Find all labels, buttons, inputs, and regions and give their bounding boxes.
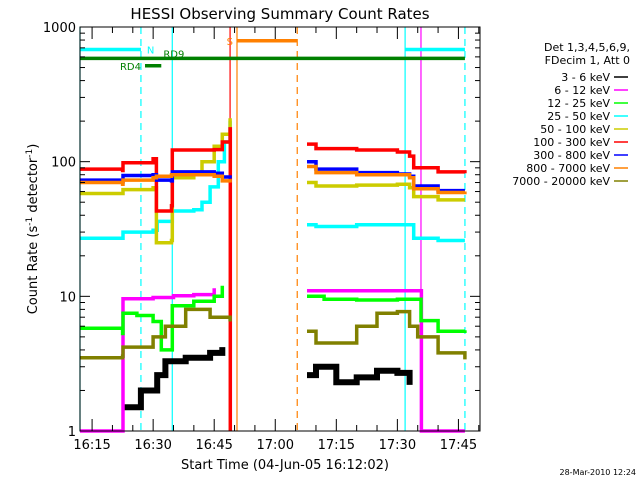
flag-label-s: S xyxy=(227,37,233,48)
flag-label-rd9: RD9 xyxy=(163,49,184,60)
legend-header-1: FDecim 1, Att 0 xyxy=(545,54,630,67)
y-axis-label: Count Rate (s-1 detector-1) xyxy=(25,144,41,315)
series-line-3 xyxy=(80,121,465,243)
x-tick-label-3: 17:00 xyxy=(257,438,294,453)
legend-header-0: Det 1,3,4,5,6,9, xyxy=(544,41,630,54)
plot-frame xyxy=(79,26,481,432)
series-line-0 xyxy=(122,347,413,411)
series-layer xyxy=(80,118,467,433)
x-axis: 16:15 16:30 16:45 17:00 17:15 17:30 17:45 xyxy=(73,27,480,453)
x-tick-label-0: 16:15 xyxy=(73,438,110,453)
x-tick-label-1: 16:30 xyxy=(134,438,171,453)
annotations: N S RD4 RD9 xyxy=(79,27,466,431)
x-tick-label-4: 17:15 xyxy=(318,438,355,453)
legend-label-1: 6 - 12 keV xyxy=(554,84,610,97)
series-line-7 xyxy=(80,164,467,195)
footer-timestamp: 28-Mar-2010 12:24 xyxy=(560,468,637,477)
y-axis: 1 10 100 1000 xyxy=(43,21,480,440)
x-tick-label-5: 17:30 xyxy=(379,438,416,453)
legend: Det 1,3,4,5,6,9,FDecim 1, Att 0 3 - 6 keV… xyxy=(512,41,630,188)
legend-label-3: 25 - 50 keV xyxy=(547,110,610,123)
legend-label-0: 3 - 6 keV xyxy=(561,71,610,84)
x-tick-label-6: 17:45 xyxy=(440,438,477,453)
legend-label-2: 12 - 25 keV xyxy=(547,97,610,110)
legend-label-6: 300 - 800 keV xyxy=(533,149,610,162)
series-line-8 xyxy=(80,307,467,360)
series-line-2 xyxy=(80,285,467,352)
y-tick-label-1: 10 xyxy=(59,290,76,305)
y-axis-label-mid: detector xyxy=(26,157,41,217)
y-axis-label-main: Count Rate (s xyxy=(26,226,41,315)
y-tick-label-2: 100 xyxy=(51,156,76,171)
legend-label-4: 50 - 100 keV xyxy=(540,123,610,136)
y-tick-label-3: 1000 xyxy=(43,21,76,36)
flag-label-n: N xyxy=(147,46,154,57)
flag-label-rd4: RD4 xyxy=(120,62,141,73)
legend-label-7: 800 - 7000 keV xyxy=(526,162,610,175)
legend-label-8: 7000 - 20000 keV xyxy=(512,175,610,188)
series-line-5 xyxy=(80,127,467,431)
y-tick-label-0: 1 xyxy=(68,425,76,440)
y-axis-label-sup2: -1 xyxy=(25,149,35,158)
chart-title: HESSI Observing Summary Count Rates xyxy=(130,5,429,23)
x-axis-label: Start Time (04-Jun-05 16:12:02) xyxy=(181,458,389,473)
y-axis-label-end: ) xyxy=(26,144,41,149)
x-tick-label-2: 16:45 xyxy=(195,438,232,453)
plot-border xyxy=(79,26,481,432)
legend-label-5: 100 - 300 keV xyxy=(533,136,610,149)
y-axis-label-sup1: -1 xyxy=(25,217,35,226)
